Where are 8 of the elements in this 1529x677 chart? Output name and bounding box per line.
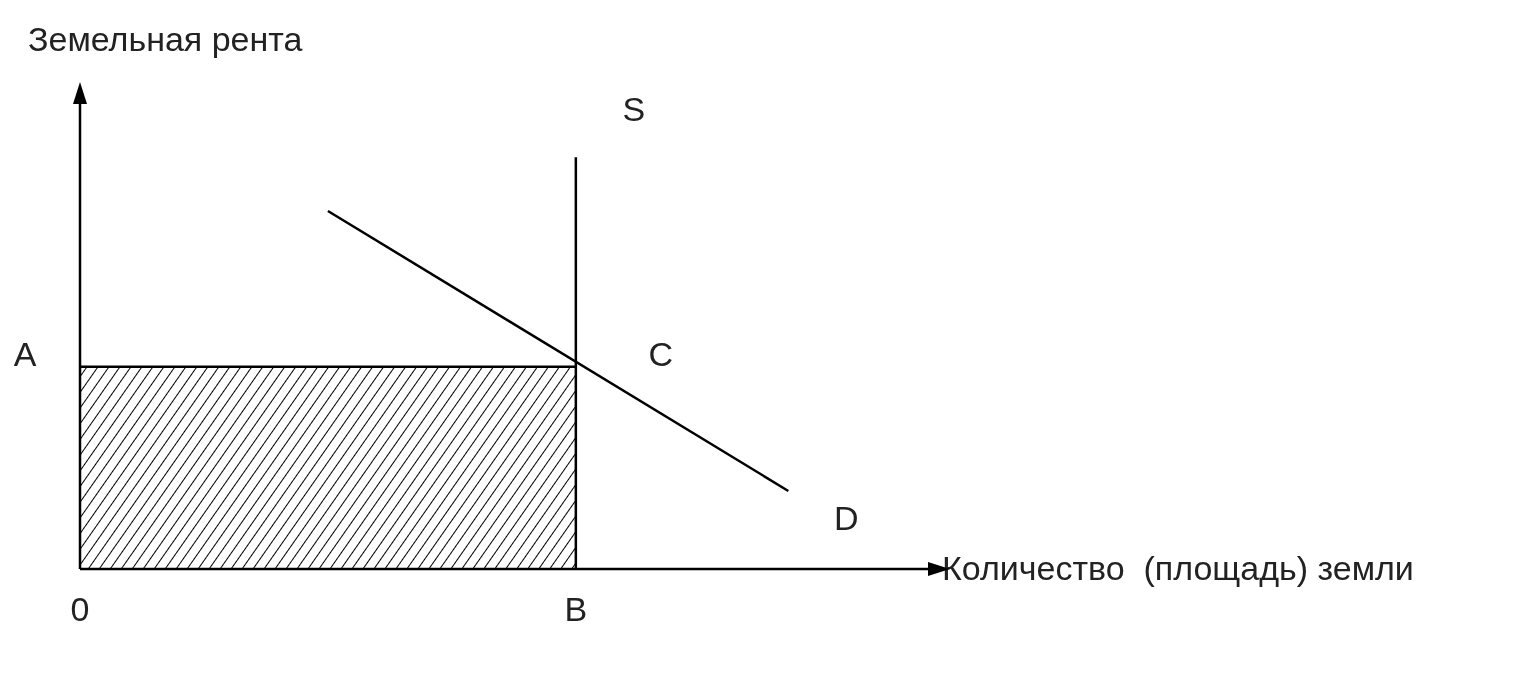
x-axis-title: Количество (площадь) земли — [942, 549, 1414, 588]
x-tick-label: 0 — [70, 590, 90, 629]
ref-line-label: S — [622, 90, 646, 129]
annotation: A — [13, 334, 37, 373]
annotation: C — [648, 334, 674, 373]
y-axis-title: Земельная рента — [28, 20, 303, 59]
x-tick-label: B — [564, 590, 588, 629]
series-label: D — [834, 498, 859, 537]
